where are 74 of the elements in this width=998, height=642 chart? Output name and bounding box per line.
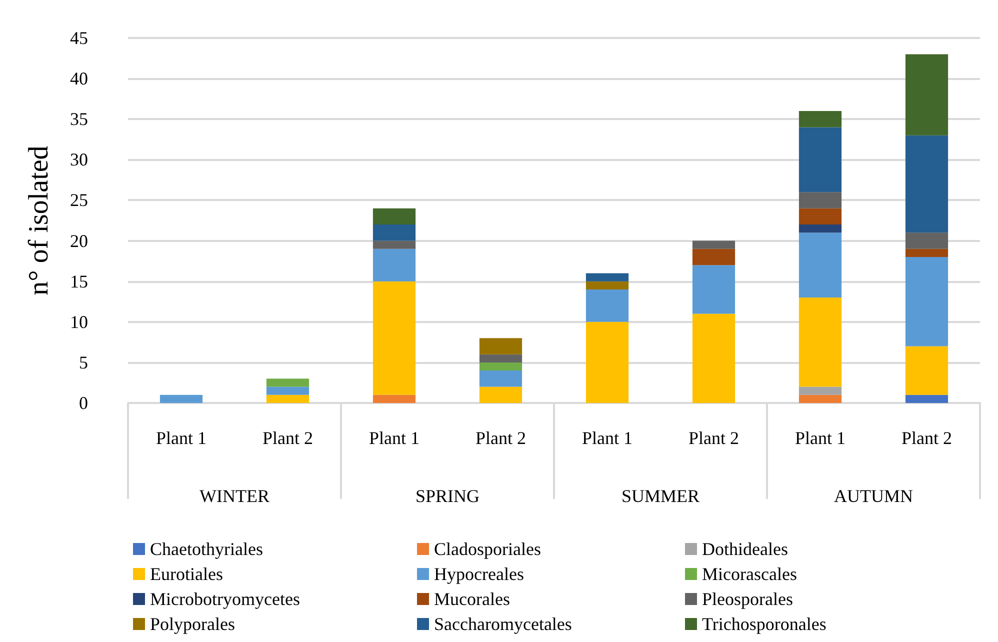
- bar: [798, 192, 842, 208]
- legend-label: Cladosporiales: [434, 539, 541, 559]
- text: WINTER: [200, 486, 270, 506]
- bar: [798, 127, 842, 192]
- bar: [586, 273, 629, 282]
- bar: [692, 240, 736, 249]
- bar: [372, 224, 416, 241]
- bar: [905, 257, 948, 346]
- x-tick-label: Plant 2: [901, 428, 952, 448]
- bar: [905, 394, 948, 403]
- bar: [266, 378, 310, 387]
- bar: [692, 248, 736, 266]
- legend-label: Eurotiales: [150, 564, 223, 584]
- legend-label: Chaetothyriales: [150, 539, 263, 559]
- bar: [905, 346, 948, 395]
- text: AUTUMN: [834, 486, 913, 506]
- bar: [479, 386, 522, 403]
- legend-label: Dothideales: [702, 539, 788, 559]
- y-axis-title: n° of isolated: [24, 146, 54, 296]
- bar: [798, 208, 842, 225]
- bar: [479, 370, 522, 387]
- bar: [266, 386, 310, 395]
- bar: [160, 394, 203, 403]
- bar: [586, 322, 629, 403]
- bar: [586, 289, 629, 322]
- bar: [798, 232, 842, 298]
- legend-label: Mucorales: [434, 589, 510, 609]
- y-tick-label: 20: [70, 230, 88, 251]
- bar: [372, 248, 416, 282]
- y-tick-label: 40: [70, 68, 88, 89]
- bar: [798, 394, 842, 403]
- legend-label: Trichosporonales: [702, 614, 826, 634]
- x-tick-label: Plant 2: [475, 428, 526, 448]
- bar: [692, 314, 736, 403]
- bar: [372, 208, 416, 225]
- y-tick-label: 45: [70, 28, 88, 48]
- legend-label: Saccharomycetales: [434, 614, 572, 634]
- bar: [905, 135, 948, 233]
- bar: [798, 224, 842, 233]
- bar: [905, 248, 948, 257]
- y-tick-label: 30: [70, 150, 88, 170]
- x-tick-label: Plant 1: [156, 428, 207, 448]
- text: SUMMER: [621, 486, 700, 506]
- y-tick-label: 5: [79, 352, 88, 372]
- bar: [372, 394, 416, 403]
- y-tick-label: 10: [70, 312, 88, 332]
- x-tick-label: Plant 2: [262, 428, 314, 448]
- bar: [479, 354, 522, 362]
- legend-label: Micorascales: [702, 564, 797, 584]
- y-tick-label: 35: [70, 109, 88, 130]
- bar: [586, 281, 629, 290]
- x-tick-label: Plant 2: [688, 428, 740, 448]
- text: SPRING: [415, 486, 480, 506]
- y-tick-label: 15: [70, 271, 88, 292]
- legend-label: Pleosporales: [702, 589, 793, 609]
- bar: [372, 240, 416, 249]
- bar: [372, 281, 416, 395]
- legend-label: Microbotryomycetes: [150, 589, 300, 609]
- bar: [798, 298, 842, 387]
- bar: [479, 338, 522, 354]
- bar: [905, 232, 948, 249]
- x-tick-label: Plant 1: [794, 428, 846, 448]
- bar: [798, 386, 842, 395]
- bar: [692, 265, 736, 314]
- bar: [479, 362, 522, 371]
- y-tick-label: 25: [70, 190, 88, 210]
- bar: [266, 394, 310, 403]
- bar: [905, 54, 948, 136]
- legend-label: Hypocreales: [434, 564, 524, 584]
- bar: [798, 111, 842, 128]
- x-tick-label: Plant 1: [368, 428, 420, 448]
- y-tick-label: 0: [79, 393, 88, 413]
- legend-label: Polyporales: [150, 614, 235, 634]
- x-tick-label: Plant 1: [582, 428, 633, 448]
